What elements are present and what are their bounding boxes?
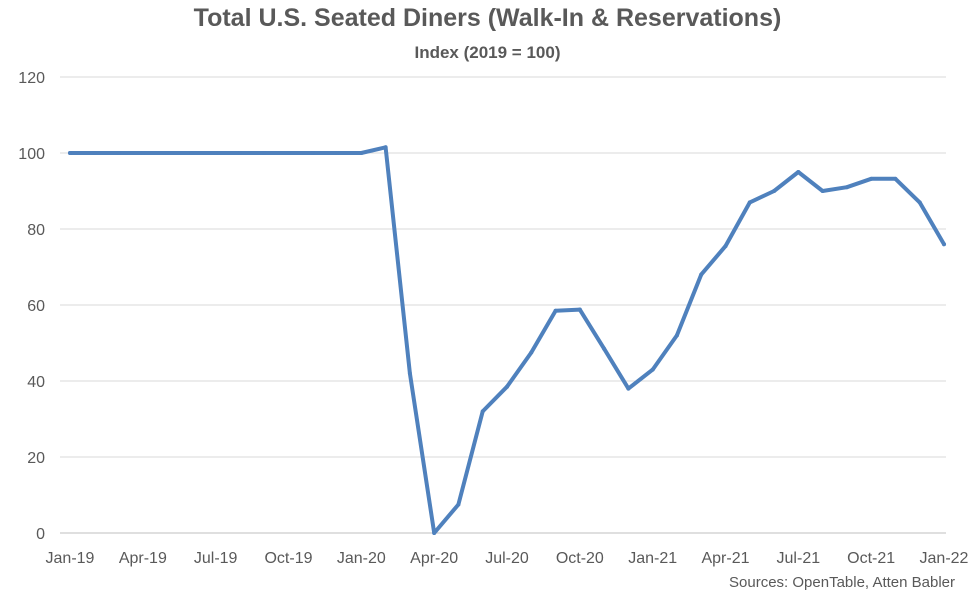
chart-subtitle: Index (2019 = 100) (414, 43, 561, 62)
data-point (480, 409, 485, 414)
data-point (407, 371, 412, 376)
data-point (286, 151, 291, 155)
data-point (772, 189, 777, 193)
data-point (674, 333, 679, 338)
data-point (553, 308, 558, 313)
x-tick-label: Oct-20 (556, 550, 604, 567)
data-point (917, 200, 922, 205)
chart-title: Total U.S. Seated Diners (Walk-In & Rese… (193, 4, 782, 32)
series-lines (68, 145, 946, 535)
y-tick-label: 80 (27, 222, 45, 239)
data-point (140, 151, 145, 155)
data-point (165, 151, 170, 155)
data-point (189, 151, 194, 155)
data-point (432, 531, 437, 535)
x-tick-label: Jan-19 (46, 550, 95, 567)
data-point (602, 346, 607, 351)
data-point (650, 367, 655, 372)
data-point (335, 151, 340, 155)
x-tick-label: Jul-21 (777, 550, 821, 567)
x-tick-label: Jan-21 (628, 550, 677, 567)
data-point (456, 502, 461, 507)
data-point (626, 386, 631, 391)
x-tick-label: Apr-21 (701, 550, 749, 567)
x-tick-label: Jan-20 (337, 550, 386, 567)
data-point (383, 145, 388, 150)
gridlines (60, 76, 946, 534)
data-point (505, 384, 509, 389)
data-point (359, 151, 364, 155)
data-point (699, 272, 704, 277)
y-tick-label: 120 (18, 70, 45, 87)
data-point (747, 200, 752, 205)
data-point (262, 151, 267, 155)
y-tick-label: 40 (27, 374, 45, 391)
series-line (68, 145, 946, 535)
x-axis-ticks: Jan-19 Apr-19 Jul-19 Oct-19 Jan-20 Apr-20 Jul-… (46, 550, 969, 567)
y-tick-label: 0 (36, 526, 45, 543)
y-tick-label: 60 (27, 298, 45, 315)
x-tick-label: Apr-20 (410, 550, 458, 567)
x-tick-label: Apr-19 (119, 550, 167, 567)
x-tick-label: Jul-19 (194, 550, 238, 567)
source-note: Sources: OpenTable, Atten Babler (729, 574, 955, 591)
data-point (577, 307, 582, 312)
y-tick-label: 100 (18, 146, 45, 163)
data-point (942, 242, 946, 247)
x-tick-label: Jan-22 (920, 550, 969, 567)
data-point (796, 170, 801, 174)
data-point (68, 151, 72, 155)
data-point (529, 350, 534, 355)
x-tick-label: Oct-21 (847, 550, 895, 567)
data-point (213, 151, 218, 155)
data-point (310, 151, 315, 155)
data-point (844, 185, 849, 190)
data-point (869, 176, 874, 181)
data-point (820, 189, 825, 193)
y-axis-ticks: 0 20 40 60 80 100 120 (18, 70, 45, 543)
y-tick-label: 20 (27, 450, 45, 467)
data-point (723, 244, 728, 249)
x-tick-label: Oct-19 (264, 550, 312, 567)
data-point (92, 151, 97, 155)
data-point (116, 151, 121, 155)
data-point (893, 176, 898, 181)
data-point (237, 151, 242, 155)
x-tick-label: Jul-20 (485, 550, 529, 567)
